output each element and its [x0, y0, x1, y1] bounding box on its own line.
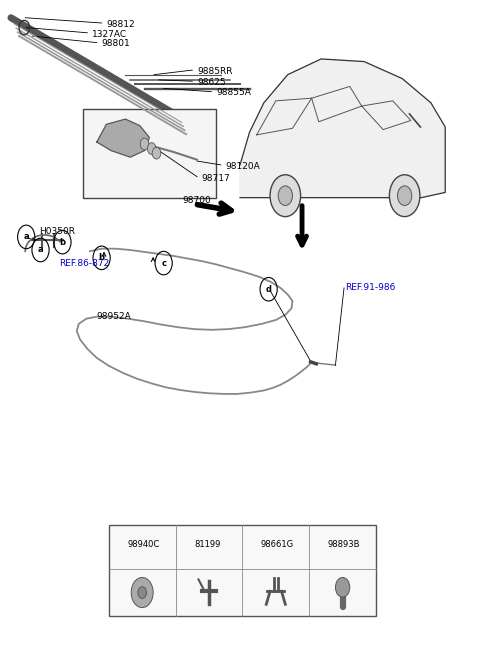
Text: d: d — [265, 284, 272, 294]
Text: 98952A: 98952A — [97, 312, 132, 321]
Text: 98700: 98700 — [183, 196, 212, 206]
Text: 98625: 98625 — [197, 78, 226, 87]
Text: 81199: 81199 — [194, 541, 221, 549]
Text: 98661G: 98661G — [261, 541, 294, 549]
Circle shape — [138, 587, 146, 599]
Circle shape — [147, 143, 156, 154]
Text: b: b — [181, 541, 187, 549]
Polygon shape — [240, 59, 445, 198]
Text: 98120A: 98120A — [226, 162, 261, 171]
Text: 98940C: 98940C — [127, 541, 160, 549]
Text: c: c — [161, 259, 166, 267]
Text: a: a — [24, 233, 29, 241]
Text: 98801: 98801 — [102, 39, 131, 49]
Text: REF.86-872: REF.86-872 — [59, 259, 109, 267]
Circle shape — [397, 186, 412, 206]
Text: 9885RR: 9885RR — [197, 67, 232, 76]
Circle shape — [336, 578, 350, 597]
Text: 1327AC: 1327AC — [92, 30, 127, 39]
FancyBboxPatch shape — [109, 525, 376, 616]
Text: 98855A: 98855A — [216, 89, 251, 97]
Text: c: c — [249, 541, 253, 549]
Text: d: d — [315, 541, 321, 549]
Text: a: a — [38, 246, 43, 254]
Text: REF.91-986: REF.91-986 — [345, 283, 396, 292]
Text: b: b — [60, 238, 65, 246]
Text: b: b — [98, 254, 105, 262]
Text: 98893B: 98893B — [328, 541, 360, 549]
Circle shape — [389, 175, 420, 217]
FancyBboxPatch shape — [83, 109, 216, 198]
Circle shape — [270, 175, 300, 217]
Circle shape — [131, 578, 153, 608]
Text: 98717: 98717 — [202, 173, 230, 183]
Text: a: a — [115, 541, 120, 549]
Circle shape — [152, 147, 161, 159]
Polygon shape — [97, 119, 149, 157]
Circle shape — [278, 186, 292, 206]
Text: H0350R: H0350R — [39, 227, 75, 236]
Circle shape — [140, 138, 149, 150]
Text: 98812: 98812 — [107, 20, 135, 29]
